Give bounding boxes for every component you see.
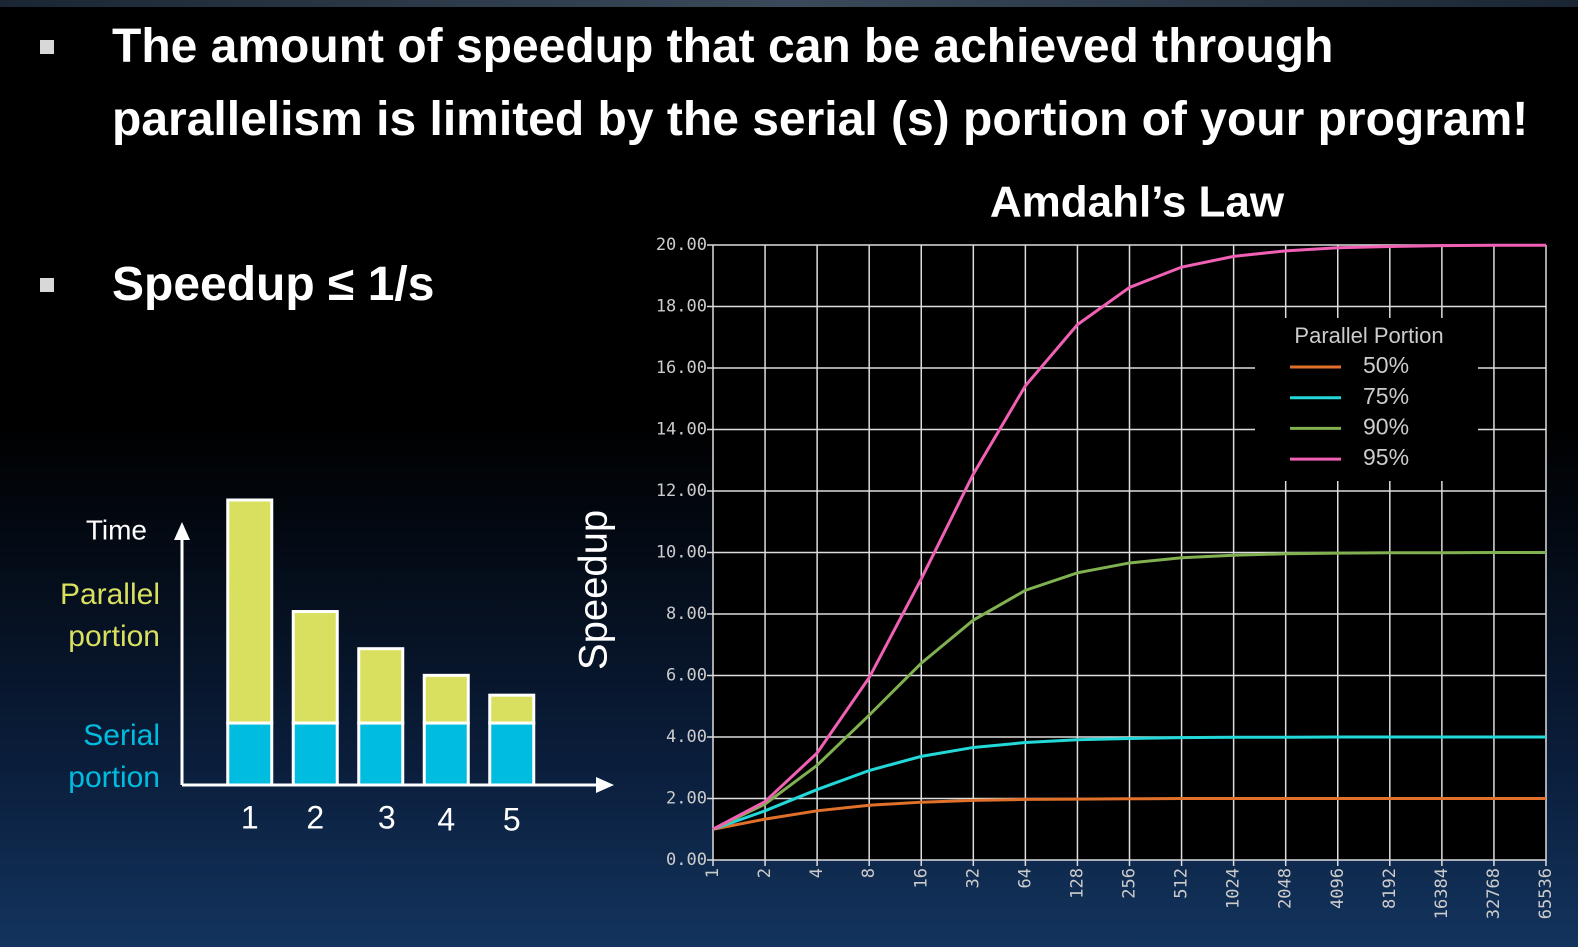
series-line — [712, 551, 1546, 831]
x-tick-label: 2 — [755, 868, 775, 878]
x-tick-label: 4096 — [1328, 868, 1348, 909]
y-axis-arrow — [174, 522, 190, 540]
y-tick-label: 0.00 — [666, 850, 707, 870]
x-tick-label: 4 — [807, 868, 827, 878]
x-tick-label: 4 — [437, 801, 455, 837]
x-tick-label: 2 — [306, 799, 324, 835]
x-tick-label: 65536 — [1536, 868, 1556, 919]
bar-segment — [422, 673, 470, 725]
series-line — [712, 797, 1546, 831]
y-tick-label: 14.00 — [656, 420, 707, 440]
x-tick-label: 32768 — [1484, 868, 1504, 919]
x-tick-label: 1024 — [1224, 868, 1244, 909]
y-axis-label: Time — [86, 514, 147, 545]
chart-title: Amdahl’s Law — [990, 178, 1285, 227]
bar-segment — [357, 647, 405, 725]
x-tick-label: 1 — [241, 799, 259, 835]
x-tick-label: 512 — [1172, 868, 1192, 899]
legend-label: 75% — [1363, 383, 1409, 409]
y-tick-label: 4.00 — [666, 727, 707, 747]
legend-box — [1255, 318, 1478, 481]
y-tick-label: 12.00 — [656, 481, 707, 501]
series-line — [712, 243, 1546, 831]
y-tick-label: 16.00 — [656, 358, 707, 378]
x-tick-label: 3 — [378, 799, 396, 835]
bullet-text: The amount of speedup that can be achiev… — [112, 20, 1529, 146]
x-tick-label: 8192 — [1380, 868, 1400, 909]
x-tick-label: 1 — [703, 868, 723, 878]
y-tick-label: 10.00 — [656, 543, 707, 563]
series-line — [712, 735, 1546, 831]
x-tick-label: 256 — [1120, 868, 1140, 899]
y-tick-label: 6.00 — [666, 666, 707, 686]
legend-label: 95% — [1363, 444, 1409, 470]
y-axis-label: Speedup — [572, 510, 616, 670]
y-tick-label: 2.00 — [666, 789, 707, 809]
bar-segment — [291, 610, 339, 725]
x-tick-label: 2048 — [1276, 868, 1296, 909]
legend-label: 90% — [1363, 413, 1409, 439]
y-tick-label: 8.00 — [666, 604, 707, 624]
x-tick-label: 8 — [859, 868, 879, 878]
x-tick-label: 16 — [911, 868, 931, 888]
series-label: Serial portion — [68, 719, 160, 794]
y-tick-label: 18.00 — [656, 297, 707, 317]
bar-segment — [226, 498, 274, 725]
legend-title: Parallel Portion — [1294, 323, 1443, 348]
series-label: Parallel portion — [59, 578, 160, 653]
bullet-text: Speedup ≤ 1/s — [112, 258, 435, 311]
bar-segment — [422, 721, 470, 787]
bullet-marker — [40, 278, 54, 292]
bar-segment — [226, 721, 274, 787]
top-bar — [0, 0, 1578, 7]
x-tick-label: 16384 — [1432, 868, 1452, 919]
bar-segment — [357, 721, 405, 787]
bar-segment — [488, 721, 536, 787]
x-tick-label: 128 — [1067, 868, 1087, 899]
x-tick-label: 5 — [503, 801, 521, 837]
bar-segment — [488, 693, 536, 725]
x-axis-arrow — [596, 777, 614, 793]
bullet-marker — [40, 40, 54, 54]
legend-label: 50% — [1363, 352, 1409, 378]
y-tick-label: 20.00 — [656, 235, 707, 255]
x-tick-label: 64 — [1015, 868, 1035, 888]
x-tick-label: 32 — [963, 868, 983, 888]
bar-segment — [291, 721, 339, 787]
